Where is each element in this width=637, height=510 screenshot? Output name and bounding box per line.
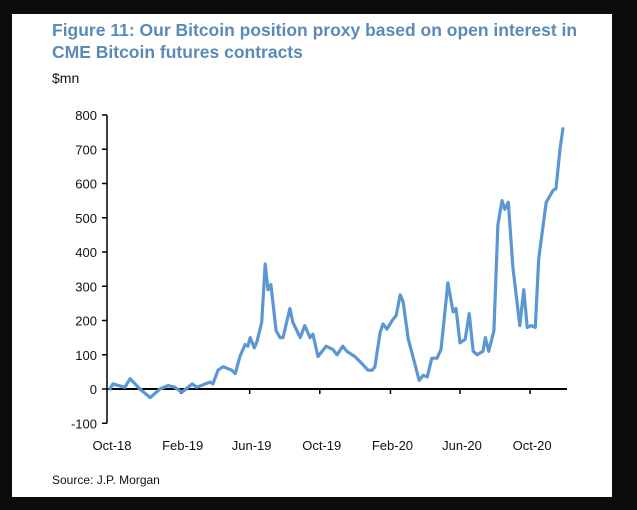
y-tick-label: 600 (75, 177, 97, 192)
x-tick-label: Feb-20 (372, 438, 413, 453)
y-tick-label: 100 (75, 348, 97, 363)
x-tick-label: Oct-20 (513, 438, 552, 453)
y-tick-label: 400 (75, 245, 97, 260)
y-tick-label: 500 (75, 211, 97, 226)
y-tick-label: 800 (75, 108, 97, 123)
y-tick-label: 200 (75, 314, 97, 329)
chart-title: Figure 11: Our Bitcoin position proxy ba… (52, 20, 578, 62)
x-tick-label: Oct-18 (92, 438, 131, 453)
series-line (108, 127, 565, 400)
y-tick-label: -100 (71, 416, 97, 431)
y-tick-label: 700 (75, 142, 97, 157)
x-tick-label: Oct-19 (302, 438, 341, 453)
y-tick-label: 0 (90, 382, 97, 397)
y-tick-label: 300 (75, 279, 97, 294)
source-note: Source: J.P. Morgan (52, 473, 160, 487)
x-tick-label: Jun-20 (442, 438, 482, 453)
x-tick-label: Feb-19 (162, 438, 203, 453)
y-axis-unit-label: $mn (52, 70, 80, 86)
x-tick-label: Jun-19 (232, 438, 272, 453)
